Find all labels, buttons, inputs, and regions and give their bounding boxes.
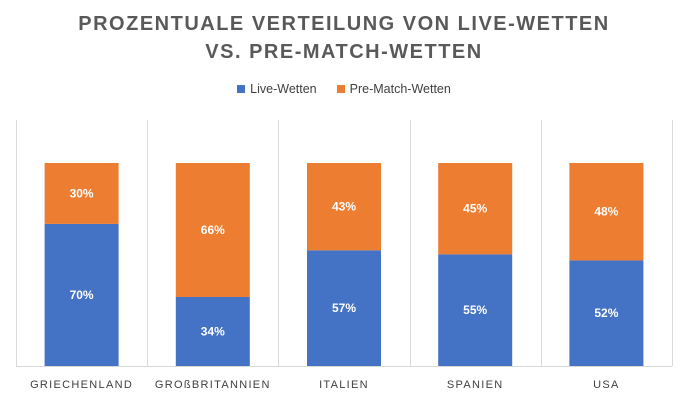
bar-pre-match <box>569 163 644 261</box>
bar-pre-match <box>438 163 513 255</box>
legend-swatch-pre-match <box>336 85 345 93</box>
legend-item-pre-match: Pre-Match-Wetten <box>336 82 451 96</box>
bar-pre-match <box>175 163 250 297</box>
chart-title-line-1: PROZENTUALE VERTEILUNG VON LIVE-WETTEN <box>78 13 610 35</box>
data-label: 30% <box>70 186 94 200</box>
bar-pre-match <box>307 163 381 251</box>
x-tick-label: SPANIEN <box>447 379 504 391</box>
data-label: 43% <box>332 200 356 214</box>
bar-live <box>175 296 250 366</box>
data-label: 52% <box>594 306 618 320</box>
bar-live <box>44 223 119 366</box>
data-label: 57% <box>332 301 356 315</box>
bar-live <box>438 254 513 366</box>
data-label: 55% <box>463 303 487 317</box>
data-label: 66% <box>201 223 225 237</box>
legend-swatch-live <box>237 85 246 93</box>
x-tick-label: ITALIEN <box>319 379 369 391</box>
data-label: 45% <box>463 202 487 216</box>
chart-title: PROZENTUALE VERTEILUNG VON LIVE-WETTEN V… <box>0 10 688 66</box>
x-tick-label: USA <box>593 379 620 391</box>
legend-item-live: Live-Wetten <box>237 82 317 96</box>
x-tick-label: GROßBRITANNIEN <box>155 379 271 391</box>
bar-live <box>569 260 644 366</box>
data-label: 70% <box>70 288 94 302</box>
chart-legend: Live-Wetten Pre-Match-Wetten <box>0 82 688 96</box>
bar-live <box>307 250 381 366</box>
chart-title-line-2: VS. PRE-MATCH-WETTEN <box>205 41 483 63</box>
legend-label-live: Live-Wetten <box>250 82 317 96</box>
bar-pre-match <box>44 163 119 224</box>
data-label: 34% <box>201 324 225 338</box>
legend-label-pre-match: Pre-Match-Wetten <box>349 82 451 96</box>
x-tick-label: GRIECHENLAND <box>30 379 133 391</box>
data-label: 48% <box>594 205 618 219</box>
